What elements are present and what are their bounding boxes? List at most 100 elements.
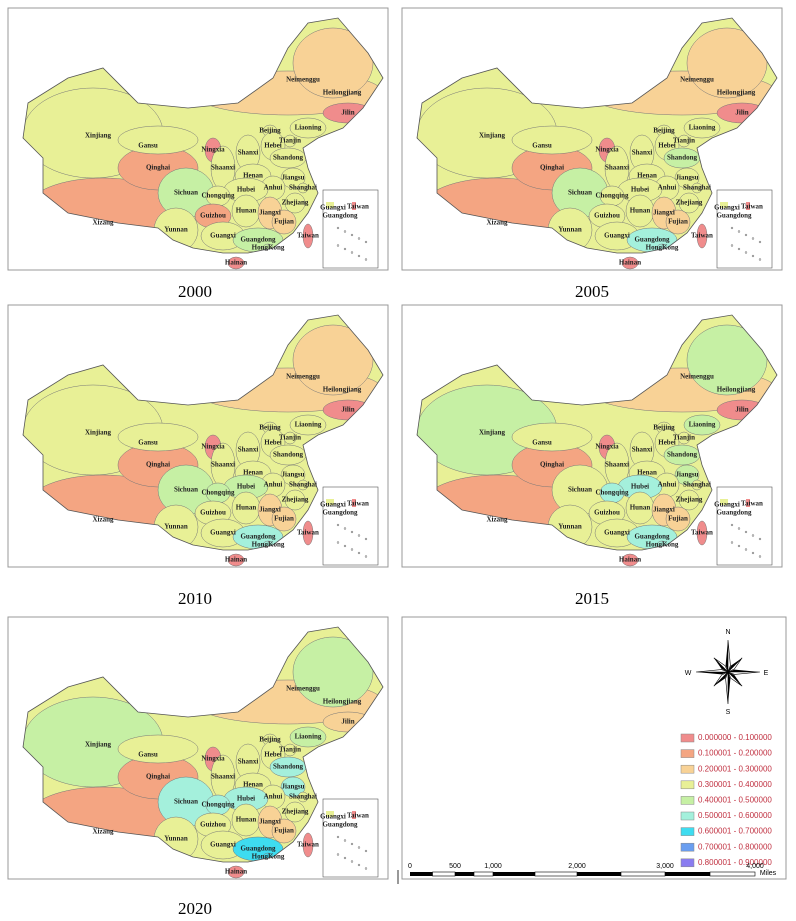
province-label: Jiangsu	[282, 471, 305, 479]
inset-label: Taiwan	[741, 500, 763, 508]
province	[117, 422, 199, 452]
legend-swatch	[680, 827, 695, 836]
province	[227, 865, 245, 879]
province-label: Ningxia	[201, 755, 225, 763]
province-label: Henan	[243, 781, 263, 789]
province-label: Guizhou	[594, 212, 620, 220]
province-label: Shanghai	[289, 793, 317, 801]
inset-label: Guangxi	[320, 204, 346, 212]
province-label: Heilongjiang	[717, 386, 756, 394]
province-label: Gansu	[138, 751, 158, 759]
province-label: Shaanxi	[605, 461, 629, 469]
province-label: Fujian	[274, 218, 294, 226]
province-label: Gansu	[138, 142, 158, 150]
province-label: Neimenggu	[680, 373, 714, 381]
inset-label: Taiwan	[347, 812, 369, 820]
compass-point	[725, 640, 728, 672]
province-label: Xizang	[93, 219, 115, 227]
island	[350, 530, 354, 534]
province-label: Zhejiang	[282, 808, 309, 816]
inset-label: Guangxi	[714, 501, 740, 509]
inset-fill	[326, 811, 334, 817]
island	[364, 849, 368, 853]
province-label: Zhejiang	[676, 496, 703, 504]
province-label: Hainan	[619, 556, 641, 564]
province-label: Chongqing	[201, 801, 235, 809]
province-label: Shanxi	[238, 758, 259, 766]
year-label: 2020	[178, 899, 212, 918]
province-label: Guangxi	[210, 841, 236, 849]
island	[343, 544, 347, 548]
island	[336, 226, 340, 230]
province-label: Hubei	[237, 795, 255, 803]
scale-segment	[577, 872, 621, 876]
province	[280, 167, 306, 189]
scale-segment	[455, 872, 474, 876]
province-label: HongKong	[252, 541, 285, 549]
province-label: Beijing	[259, 736, 281, 744]
island	[751, 534, 755, 537]
province-label: Beijing	[259, 127, 281, 135]
province-label: Shanxi	[238, 149, 259, 157]
province	[621, 256, 639, 270]
legend-swatch	[680, 796, 695, 805]
inset-fill	[352, 811, 356, 819]
province-label: Shanghai	[683, 184, 711, 192]
legend-label: 0.300001 - 0.400000	[698, 780, 772, 789]
compass-point	[696, 672, 728, 675]
province-label: Jiangxi	[259, 506, 281, 514]
legend-swatch	[680, 858, 695, 868]
island	[336, 853, 340, 856]
compass-point	[727, 639, 731, 673]
legend-swatch	[680, 733, 695, 743]
province-label: Shaanxi	[211, 164, 235, 172]
scale-tick-label: 4,000	[746, 863, 764, 870]
legend-label: 0.600001 - 0.700000	[698, 827, 772, 836]
province-label: Jilin	[735, 109, 748, 117]
province-label: Yunnan	[164, 226, 188, 234]
country-outline	[22, 17, 384, 254]
compass-letter: N	[725, 629, 730, 636]
island	[343, 856, 347, 860]
province-label: Jiangxi	[653, 209, 675, 217]
province-label: Beijing	[653, 127, 675, 135]
province-label: Fujian	[668, 515, 688, 523]
island	[730, 244, 734, 247]
province-label: Hunan	[630, 207, 651, 215]
legend-swatch	[680, 764, 695, 774]
province-label: Liaoning	[295, 124, 322, 132]
province-label: Shanxi	[238, 446, 259, 454]
province	[678, 192, 700, 214]
province-label: Guangxi	[604, 529, 630, 537]
island	[744, 530, 748, 534]
scale-segment	[432, 871, 456, 877]
province-label: Tianjin	[279, 434, 301, 442]
province-label: Anhui	[264, 793, 283, 801]
inset-label: Guangdong	[322, 821, 358, 829]
province	[292, 324, 374, 396]
province-label: Xizang	[93, 516, 115, 524]
island	[730, 226, 734, 230]
province	[691, 479, 703, 491]
province-label: HongKong	[646, 244, 679, 252]
province	[289, 726, 327, 748]
province-label: Zhejiang	[282, 199, 309, 207]
province	[117, 125, 199, 155]
legend-frame	[401, 616, 787, 880]
province-label: Sichuan	[174, 798, 198, 806]
inset-label: Guangdong	[322, 509, 358, 517]
scale-segment	[410, 872, 433, 876]
island	[758, 240, 762, 244]
province-label: Shanxi	[632, 149, 653, 157]
province	[511, 422, 593, 452]
scale-segment	[493, 872, 535, 876]
inset-label: Guangdong	[322, 212, 358, 220]
province	[665, 209, 691, 235]
province-label: Guangdong	[634, 533, 670, 541]
province	[674, 167, 700, 189]
province-label: Xinjiang	[85, 741, 112, 749]
inset-label: Taiwan	[347, 203, 369, 211]
province-label: Taiwan	[691, 529, 713, 537]
province-label: Henan	[637, 172, 657, 180]
